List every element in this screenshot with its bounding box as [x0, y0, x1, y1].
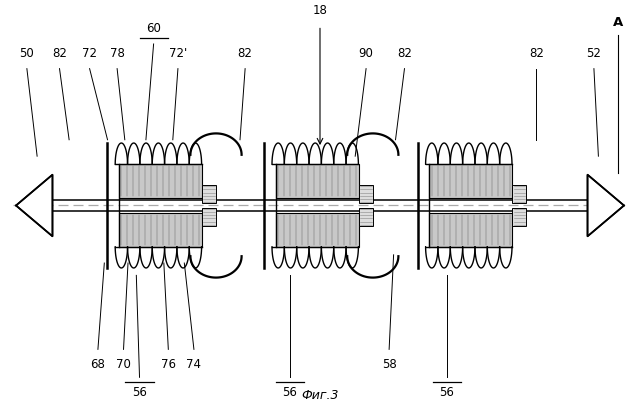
Text: 56: 56 [439, 386, 454, 399]
Text: 70: 70 [116, 358, 131, 372]
Polygon shape [588, 175, 624, 236]
Bar [275, 164, 358, 198]
Text: 52: 52 [586, 46, 602, 60]
Bar [202, 208, 216, 226]
Bar [202, 185, 216, 203]
Text: 50: 50 [19, 46, 35, 60]
Bar [429, 213, 513, 247]
Text: 56: 56 [282, 386, 298, 399]
Bar [359, 185, 373, 203]
Bar [119, 164, 202, 198]
Text: 68: 68 [90, 358, 106, 372]
Text: 18: 18 [312, 4, 328, 17]
Text: 78: 78 [109, 46, 125, 60]
Text: 74: 74 [186, 358, 202, 372]
Text: 82: 82 [397, 46, 412, 60]
Bar [119, 213, 202, 247]
Text: 90: 90 [358, 46, 374, 60]
Text: 76: 76 [161, 358, 176, 372]
Text: 58: 58 [381, 358, 397, 372]
Bar [512, 185, 526, 203]
Polygon shape [16, 175, 52, 236]
Text: 72: 72 [82, 46, 97, 60]
Text: 82: 82 [529, 46, 544, 60]
Bar [429, 164, 513, 198]
Text: 60: 60 [146, 22, 161, 35]
Text: 82: 82 [52, 46, 67, 60]
Bar [275, 213, 358, 247]
Text: 72': 72' [169, 46, 187, 60]
Bar [512, 208, 526, 226]
Text: A: A [613, 16, 623, 29]
Text: 56: 56 [132, 386, 147, 399]
Text: Фиг.3: Фиг.3 [301, 389, 339, 402]
Text: 82: 82 [237, 46, 253, 60]
Bar [359, 208, 373, 226]
